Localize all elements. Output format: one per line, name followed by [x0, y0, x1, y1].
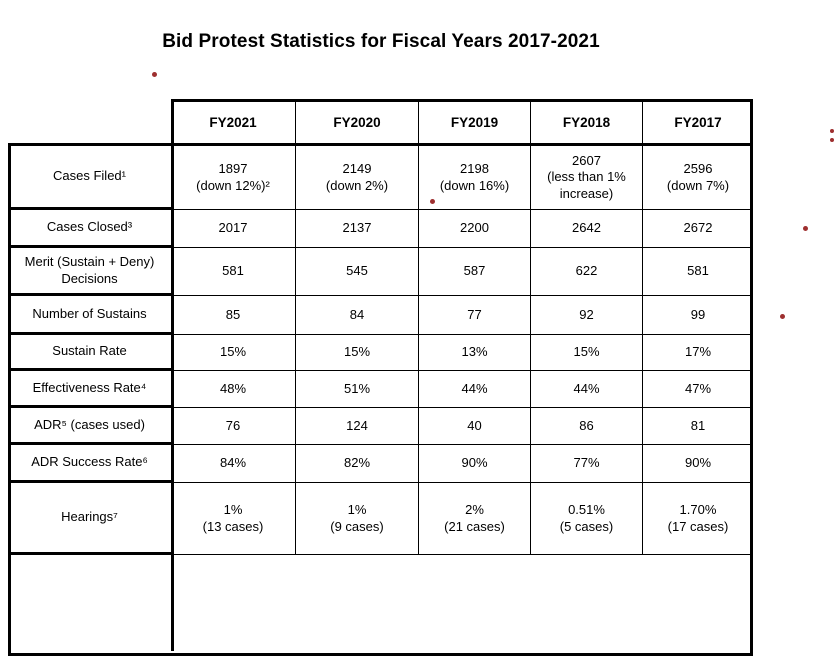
table-cell: 545: [296, 248, 419, 296]
table-body: Cases Filed¹ 1897 (down 12%)² 2149 (down…: [8, 146, 753, 555]
table-cell: 1.70% (17 cases): [643, 483, 753, 555]
row-label-number-of-sustains: Number of Sustains: [8, 296, 171, 335]
row-label-adr-cases-used: ADR⁵ (cases used): [8, 408, 171, 445]
red-mark: [430, 199, 435, 204]
table-cell: 40: [419, 408, 531, 445]
red-mark: [830, 138, 834, 142]
table-cell: 2642: [531, 210, 643, 248]
table-cell: 2137: [296, 210, 419, 248]
label-column-top-border: [8, 143, 171, 146]
table-cell: 48%: [171, 371, 296, 408]
table-cell: 76: [171, 408, 296, 445]
red-mark: [803, 226, 808, 231]
column-header-fy2020: FY2020: [296, 99, 419, 146]
table-cell: 81: [643, 408, 753, 445]
red-mark: [780, 314, 785, 319]
table-cell: 2607 (less than 1% increase): [531, 146, 643, 210]
bid-protest-statistics-table: FY2021 FY2020 FY2019 FY2018 FY2017 Cases…: [8, 99, 753, 656]
row-label-effectiveness-rate: Effectiveness Rate⁴: [8, 371, 171, 408]
table-cell: 13%: [419, 335, 531, 371]
table-cell: 85: [171, 296, 296, 335]
table-cell: 2017: [171, 210, 296, 248]
table-cell: 44%: [531, 371, 643, 408]
table-cell: 15%: [531, 335, 643, 371]
red-mark: [152, 72, 157, 77]
table-cell: 84%: [171, 445, 296, 483]
row-label-hearings: Hearings⁷: [8, 483, 171, 555]
row-label-cases-closed: Cases Closed³: [8, 210, 171, 248]
table-cell: 1% (13 cases): [171, 483, 296, 555]
table-cell: 51%: [296, 371, 419, 408]
page-title: Bid Protest Statistics for Fiscal Years …: [162, 31, 600, 52]
table-cell: 587: [419, 248, 531, 296]
table-cell: 2596 (down 7%): [643, 146, 753, 210]
table-cell: 581: [171, 248, 296, 296]
table-cell: 99: [643, 296, 753, 335]
table-cell: 17%: [643, 335, 753, 371]
table-cell: 0.51% (5 cases): [531, 483, 643, 555]
table-cell: 77%: [531, 445, 643, 483]
column-header-fy2018: FY2018: [531, 99, 643, 146]
table-cell: 92: [531, 296, 643, 335]
column-header-fy2017: FY2017: [674, 115, 722, 130]
row-label-cases-filed: Cases Filed¹: [8, 146, 171, 210]
table-cell: 90%: [419, 445, 531, 483]
table-cell: 581: [643, 248, 753, 296]
table-cell: 622: [531, 248, 643, 296]
row-label-sustain-rate: Sustain Rate: [8, 335, 171, 371]
table-header-row: FY2021 FY2020 FY2019 FY2018 FY2017: [171, 99, 753, 146]
label-column-separator: [171, 146, 174, 651]
table-cell: 2149 (down 2%): [296, 146, 419, 210]
column-header-fy2019: FY2019: [419, 99, 531, 146]
table-cell: 86: [531, 408, 643, 445]
table-cell: 2200: [419, 210, 531, 248]
table-cell: 2% (21 cases): [419, 483, 531, 555]
table-cell: 2672: [643, 210, 753, 248]
table-cell: 44%: [419, 371, 531, 408]
table-cell: 82%: [296, 445, 419, 483]
table-cell: 1% (9 cases): [296, 483, 419, 555]
table-cell: 15%: [171, 335, 296, 371]
column-header-fy2021: FY2021: [171, 99, 296, 146]
table-cell: 1897 (down 12%)²: [171, 146, 296, 210]
table-cell: 84: [296, 296, 419, 335]
row-label-adr-success-rate: ADR Success Rate⁶: [8, 445, 171, 483]
table-cell: 47%: [643, 371, 753, 408]
table-cell: 2198 (down 16%): [419, 146, 531, 210]
table-cell: 15%: [296, 335, 419, 371]
row-label-merit-decisions: Merit (Sustain + Deny) Decisions: [8, 248, 171, 296]
table-cell: 77: [419, 296, 531, 335]
table-cell: 124: [296, 408, 419, 445]
red-mark: [830, 129, 834, 133]
table-cell: 90%: [643, 445, 753, 483]
document-page: { "title": "Bid Protest Statistics for F…: [8, 31, 834, 656]
